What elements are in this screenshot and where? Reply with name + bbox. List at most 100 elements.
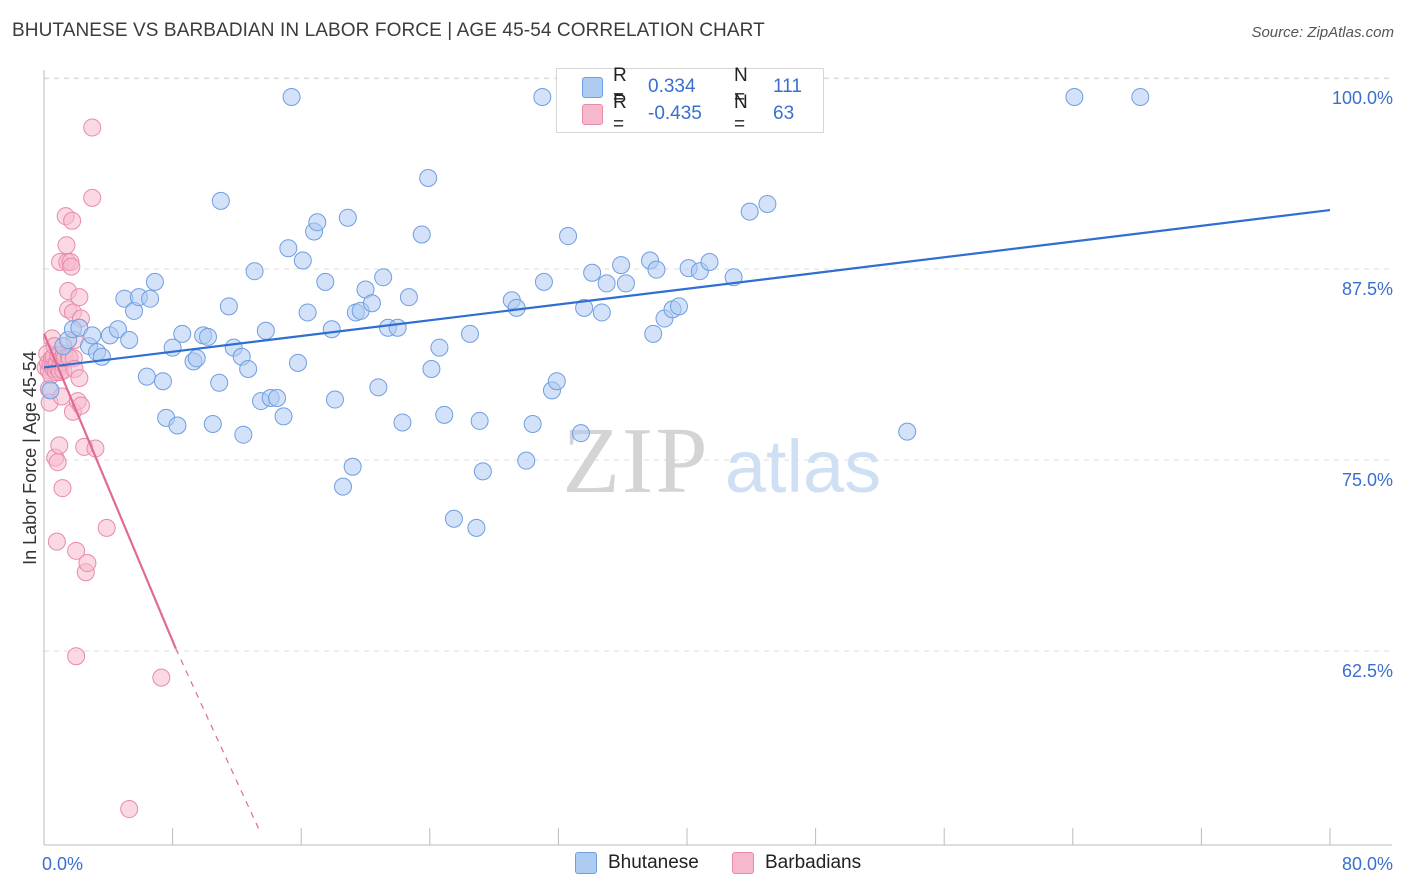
bhutanese-point bbox=[210, 373, 229, 392]
bhutanese-point bbox=[435, 405, 454, 424]
bhutanese-point bbox=[612, 256, 631, 275]
bhutanese-point bbox=[388, 318, 407, 337]
bhutanese-point bbox=[274, 407, 293, 426]
bhutanese-point bbox=[308, 213, 327, 232]
bhutanese-point bbox=[419, 168, 438, 187]
barbadians-point bbox=[57, 236, 76, 255]
barbadians-point bbox=[48, 453, 67, 472]
bhutanese-point bbox=[467, 518, 486, 537]
bhutanese-point bbox=[571, 424, 590, 443]
legend-n-value: 111 bbox=[773, 76, 802, 97]
bhutanese-point bbox=[187, 349, 206, 368]
legend-n-value: 63 bbox=[773, 103, 795, 124]
bhutanese-point bbox=[523, 414, 542, 433]
bhutanese-point bbox=[239, 359, 258, 378]
bhutanese-point bbox=[575, 298, 594, 317]
legend-item-bhutanese: Bhutanese bbox=[575, 852, 699, 874]
bhutanese-point bbox=[700, 253, 719, 272]
bhutanese-point bbox=[279, 239, 298, 258]
barbadians-point bbox=[120, 800, 139, 819]
bhutanese-point bbox=[444, 509, 463, 528]
bhutanese-point bbox=[219, 297, 238, 316]
bhutanese-points bbox=[41, 88, 1150, 537]
bhutanese-point bbox=[322, 320, 341, 339]
bhutanese-point bbox=[644, 324, 663, 343]
legend-n-label: N = bbox=[734, 92, 748, 135]
bhutanese-point bbox=[669, 297, 688, 316]
tick-labels: 62.5% 75.0% 87.5% 100.0% 0.0% 80.0% bbox=[42, 88, 1393, 874]
y-tick-label: 75.0% bbox=[1342, 470, 1393, 490]
bhutanese-point bbox=[108, 320, 127, 339]
bhutanese-point bbox=[288, 353, 307, 372]
axes bbox=[43, 70, 1392, 846]
bhutanese-point bbox=[83, 326, 102, 345]
legend-item-barbadians: Barbadians bbox=[732, 852, 861, 874]
bhutanese-point bbox=[362, 294, 381, 313]
bhutanese-point bbox=[203, 414, 222, 433]
pink-swatch bbox=[582, 103, 603, 125]
barbadians-point bbox=[63, 211, 82, 230]
barbadians-point bbox=[62, 257, 81, 276]
barbadians-point bbox=[97, 518, 116, 537]
bhutanese-point bbox=[470, 411, 489, 430]
bhutanese-point bbox=[293, 251, 312, 270]
y-tick-label: 87.5% bbox=[1342, 279, 1393, 299]
barbadians-point bbox=[53, 479, 72, 498]
bhutanese-point bbox=[153, 372, 172, 391]
barbadians-point bbox=[83, 118, 102, 137]
bhutanese-point bbox=[268, 389, 287, 408]
bhutanese-point bbox=[533, 88, 552, 106]
bhutanese-point bbox=[460, 324, 479, 343]
bhutanese-point bbox=[740, 202, 759, 221]
bhutanese-point bbox=[256, 321, 275, 340]
bhutanese-point bbox=[41, 381, 60, 400]
bhutanese-point bbox=[92, 347, 111, 366]
legend-label-barbadians: Barbadians bbox=[765, 852, 862, 873]
bhutanese-point bbox=[616, 274, 635, 293]
bhutanese-point bbox=[422, 359, 441, 378]
bhutanese-point bbox=[1131, 88, 1150, 106]
bhutanese-point bbox=[597, 274, 616, 293]
barbadians-trend-extension bbox=[175, 648, 260, 831]
barbadians-points bbox=[36, 118, 171, 819]
bhutanese-point bbox=[559, 227, 578, 246]
bhutanese-point bbox=[369, 378, 388, 397]
bhutanese-trend-line bbox=[43, 208, 1331, 369]
bhutanese-point bbox=[1065, 88, 1084, 106]
barbadians-trend-line bbox=[42, 333, 177, 650]
barbadians-point bbox=[70, 288, 89, 307]
bhutanese-point bbox=[473, 462, 492, 481]
bhutanese-point bbox=[168, 416, 187, 435]
barbadians-point bbox=[47, 532, 66, 551]
chart-title: BHUTANESE VS BARBADIAN IN LABOR FORCE | … bbox=[12, 20, 765, 41]
series-legend: Bhutanese Barbadians bbox=[0, 852, 1406, 878]
bhutanese-point bbox=[298, 303, 317, 322]
bhutanese-point bbox=[592, 303, 611, 322]
bhutanese-point bbox=[234, 425, 253, 444]
x-tick-label: 80.0% bbox=[1342, 854, 1393, 874]
bhutanese-point bbox=[120, 330, 139, 349]
correlation-legend: R = 0.334 N = 111 R = -0.435 N = 63 bbox=[556, 65, 824, 135]
x-tick-label: 0.0% bbox=[42, 854, 83, 874]
bhutanese-point bbox=[245, 262, 264, 281]
legend-label-bhutanese: Bhutanese bbox=[608, 852, 699, 873]
bhutanese-point bbox=[898, 422, 917, 441]
bhutanese-point bbox=[198, 327, 217, 346]
barbadians-point bbox=[70, 369, 89, 388]
barbadians-point bbox=[83, 188, 102, 207]
bhutanese-point bbox=[412, 225, 431, 244]
bhutanese-point bbox=[534, 272, 553, 291]
bhutanese-point bbox=[393, 413, 412, 432]
barbadians-point bbox=[78, 554, 97, 573]
legend-r-value: 0.334 bbox=[648, 76, 696, 97]
blue-swatch bbox=[575, 852, 597, 874]
bhutanese-point bbox=[325, 390, 344, 409]
barbadians-point bbox=[67, 541, 86, 560]
pink-swatch bbox=[732, 852, 754, 874]
bhutanese-point bbox=[137, 367, 156, 386]
bhutanese-point bbox=[282, 88, 301, 106]
barbadians-point bbox=[50, 436, 69, 455]
legend-n-label: N = bbox=[734, 65, 748, 108]
y-tick-label: 100.0% bbox=[1332, 88, 1393, 108]
